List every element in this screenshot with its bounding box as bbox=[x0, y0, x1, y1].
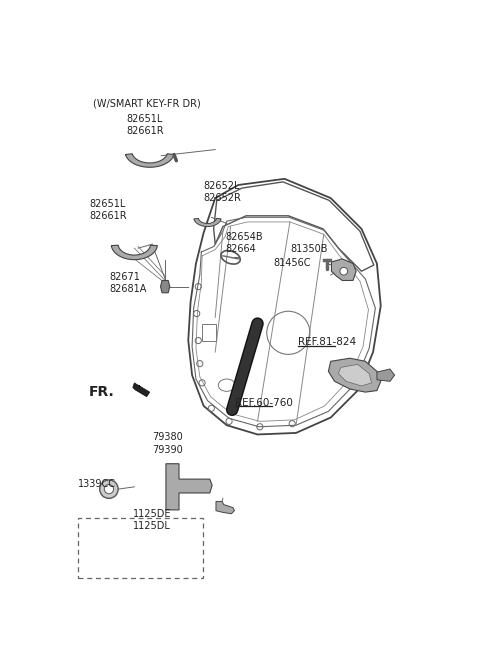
Text: REF.60-760: REF.60-760 bbox=[235, 398, 293, 408]
Text: REF.81-824: REF.81-824 bbox=[298, 337, 356, 347]
Circle shape bbox=[340, 268, 348, 275]
Text: 1339CC: 1339CC bbox=[78, 479, 116, 489]
Polygon shape bbox=[125, 154, 174, 167]
Polygon shape bbox=[328, 358, 381, 392]
Polygon shape bbox=[111, 245, 157, 260]
Polygon shape bbox=[133, 383, 150, 397]
Polygon shape bbox=[160, 281, 170, 293]
Circle shape bbox=[104, 485, 114, 494]
Text: 82652L
82652R: 82652L 82652R bbox=[204, 181, 241, 203]
Polygon shape bbox=[166, 464, 212, 510]
Text: 82651L
82661R: 82651L 82661R bbox=[89, 199, 127, 221]
Text: 1125DE
1125DL: 1125DE 1125DL bbox=[133, 509, 172, 531]
Text: 81350B: 81350B bbox=[290, 245, 328, 255]
Polygon shape bbox=[216, 501, 234, 514]
Polygon shape bbox=[194, 218, 221, 226]
Bar bbox=[202, 323, 216, 340]
Text: 81456C: 81456C bbox=[274, 258, 311, 268]
Polygon shape bbox=[332, 259, 356, 281]
Polygon shape bbox=[338, 364, 372, 386]
Bar bbox=[78, 518, 204, 578]
Text: (W/SMART KEY-FR DR): (W/SMART KEY-FR DR) bbox=[93, 99, 200, 109]
Circle shape bbox=[100, 480, 118, 499]
Polygon shape bbox=[377, 369, 395, 381]
Text: FR.: FR. bbox=[89, 385, 115, 400]
Text: 79380
79390: 79380 79390 bbox=[152, 432, 182, 455]
Text: 82651L
82661R: 82651L 82661R bbox=[126, 114, 164, 136]
Text: 82654B
82664: 82654B 82664 bbox=[226, 232, 264, 254]
Text: 82671
82681A: 82671 82681A bbox=[109, 272, 146, 294]
